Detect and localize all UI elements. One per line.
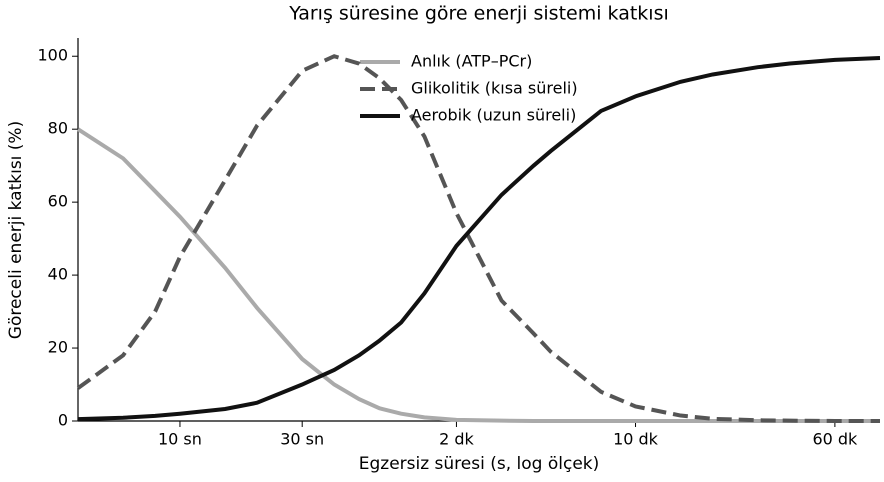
chart-title: Yarış süresine göre enerji sistemi katkı… (288, 3, 669, 25)
x-tick-label: 2 dk (439, 430, 474, 449)
y-axis-label: Göreceli enerji katkısı (%) (6, 121, 26, 339)
x-tick-label: 60 dk (812, 430, 858, 449)
y-tick-label: 100 (37, 46, 68, 65)
data-line (76, 127, 880, 423)
legend-label: Anlık (ATP–PCr) (411, 52, 532, 71)
x-tick-label: 30 sn (280, 430, 324, 449)
x-tick-label: 10 dk (613, 430, 659, 449)
legend-label: Aerobik (uzun süreli) (411, 106, 576, 125)
y-tick-label: 60 (48, 192, 68, 211)
y-tick-label: 20 (48, 338, 68, 357)
x-axis-label: Egzersiz süresi (s, log ölçek) (359, 454, 600, 474)
y-tick-label: 80 (48, 119, 68, 138)
y-tick-label: 40 (48, 265, 68, 284)
y-tick-label: 0 (58, 411, 68, 430)
x-tick-label: 10 sn (158, 430, 202, 449)
legend-label: Glikolitik (kısa süreli) (411, 79, 578, 98)
data-line (77, 56, 881, 422)
data-line (76, 54, 880, 423)
